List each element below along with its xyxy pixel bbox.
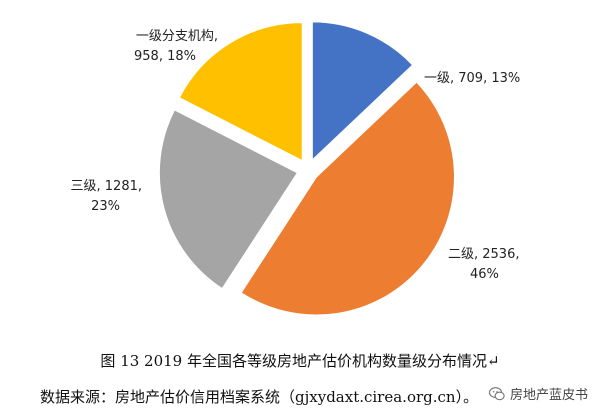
watermark-text: 房地产蓝皮书 [509,388,588,403]
pie-chart: 一级, 709, 13% 二级, 2536, 46% 三级, 1281, 23% 一级分支… [71,21,521,316]
slice-label-4: 一级分支机构, 958, 18% [134,29,218,64]
data-source: 数据来源：房地产估价信用档案系统（gjxydaxt.cirea.org.cn）。 [40,388,479,406]
slice-label-2: 二级, 2536, 46% [448,247,519,282]
pie-slice-3 [158,109,299,290]
slice-label-line: 一级分支机构, [136,29,218,44]
pie-labels: 一级, 709, 13% 二级, 2536, 46% 三级, 1281, 23% 一级分支… [71,29,521,282]
figure-caption: 图 13 2019 年全国各等级房地产估价机构数量级分布情况↵ [100,352,500,370]
pie-slices [158,21,455,316]
watermark: 房地产蓝皮书 [483,383,594,404]
slice-label-line: 一级, 709, 13% [424,71,520,86]
slice-label-line: 46% [470,267,499,282]
wechat-icon [488,386,505,400]
slice-label-line: 二级, 2536, [448,247,519,262]
pie-slice-4 [178,22,303,162]
pie-slice-1 [311,21,414,162]
slice-label-line: 三级, 1281, [71,179,142,194]
slice-label-line: 23% [91,199,120,214]
slice-label-3: 三级, 1281, 23% [71,179,142,214]
slice-label-1: 一级, 709, 13% [424,71,520,86]
pie-slice-2 [240,81,455,316]
slice-label-line: 958, 18% [134,49,196,64]
